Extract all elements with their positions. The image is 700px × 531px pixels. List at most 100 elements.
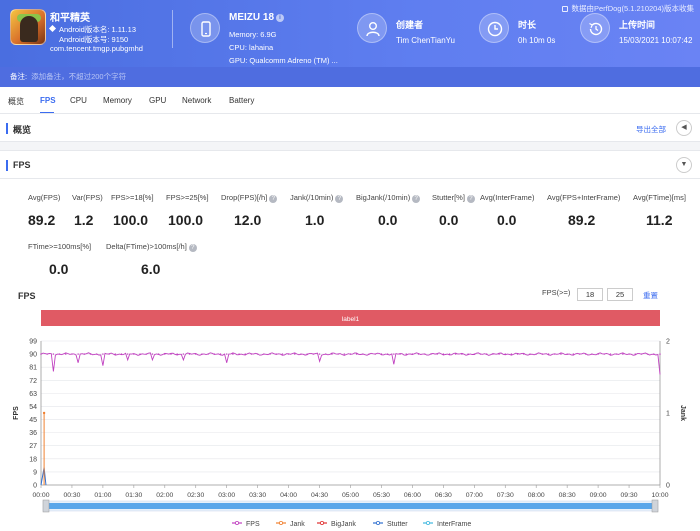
export-all-link[interactable]: 导出全部 (636, 125, 666, 134)
info-icon[interactable]: i (276, 14, 285, 22)
collapse-down-icon[interactable]: ▼ (676, 157, 692, 173)
fps-point (492, 353, 494, 355)
x-tick-label: 04:00 (280, 492, 297, 499)
tab-memory[interactable]: Memory (103, 96, 132, 105)
stutter-series (40, 467, 47, 486)
fps-point (436, 353, 438, 355)
y-tick-label: 45 (29, 417, 37, 424)
fps-point (65, 353, 67, 355)
x-tick-label: 00:30 (63, 492, 80, 499)
y2-tick-label: 0 (666, 483, 670, 490)
fps-threshold-input-2[interactable]: 25 (607, 288, 633, 301)
fps-point (393, 353, 395, 355)
x-tick-label: 01:30 (125, 492, 142, 499)
fps-point (653, 353, 655, 355)
legend-label: InterFrame (437, 521, 471, 528)
fps-point (615, 353, 618, 355)
fps-point (96, 353, 98, 355)
fps-point (89, 353, 92, 355)
metric-label: FPS>=18[%] (111, 193, 154, 202)
help-icon[interactable]: ? (188, 244, 197, 252)
tab-cpu[interactable]: CPU (70, 96, 87, 105)
fps-point (108, 353, 110, 355)
y-axis-title: FPS (13, 406, 20, 420)
legend-marker (234, 520, 239, 525)
legend-marker (278, 520, 283, 525)
metric-value: 0.0 (497, 212, 517, 228)
x-tick-label: 04:30 (311, 492, 328, 499)
y-tick-label: 81 (29, 365, 37, 372)
y-tick-label: 90 (29, 352, 37, 359)
fps-threshold-input-1[interactable]: 18 (577, 288, 603, 301)
note-input[interactable]: 添加备注，不超过200个字符 (31, 72, 127, 81)
tab-fps[interactable]: FPS (40, 96, 56, 105)
metric-label: BigJank(/10min)? (356, 193, 421, 203)
metric-10: Avg(FTime)[ms] (633, 193, 686, 202)
help-icon[interactable]: ? (466, 195, 475, 203)
fps-point (126, 353, 129, 355)
metric-value: 6.0 (141, 261, 161, 277)
x-tick-label: 07:30 (497, 492, 514, 499)
fps-point (585, 353, 587, 355)
tab-network[interactable]: Network (182, 96, 212, 105)
fps-point (232, 353, 234, 355)
x-tick-label: 02:00 (156, 492, 173, 499)
section-marker (6, 123, 8, 134)
fps-point (256, 353, 259, 355)
legend-label: BigJank (331, 521, 356, 528)
y2-tick-label: 1 (666, 411, 670, 418)
legend-marker (375, 520, 380, 525)
user-icon (357, 13, 387, 43)
fps-point (628, 353, 630, 355)
history-icon (580, 13, 610, 43)
fps-point (498, 353, 500, 355)
y-tick-label: 63 (29, 391, 37, 398)
fps-point (535, 353, 537, 355)
fps-point (250, 353, 253, 355)
help-icon[interactable]: ? (412, 195, 421, 203)
fps-point (578, 353, 581, 355)
tab-gpu[interactable]: GPU (149, 96, 167, 105)
x-tick-label: 03:30 (249, 492, 266, 499)
fps-point (554, 353, 556, 355)
fps-point (263, 353, 265, 355)
collapse-left-icon[interactable]: ◀ (676, 120, 692, 136)
tab-overview[interactable]: 概览 (8, 97, 24, 106)
fps-point (442, 353, 445, 355)
reset-button[interactable]: 重置 (643, 291, 658, 300)
fps-point (40, 353, 42, 355)
fps-point (405, 353, 407, 355)
fps-point (337, 353, 339, 355)
fps-point (77, 353, 79, 355)
fps-point (244, 353, 246, 355)
fps-point (58, 353, 61, 355)
fps-point (368, 353, 370, 355)
section-marker (6, 160, 8, 171)
app-package: com.tencent.tmgp.pubgmhd (50, 44, 143, 53)
tab-battery[interactable]: Battery (229, 96, 255, 105)
help-icon[interactable]: ? (335, 195, 344, 203)
y-tick-label: 99 (29, 339, 37, 346)
metric-value: 100.0 (113, 212, 149, 228)
header-divider (172, 10, 173, 48)
y-tick-label: 9 (33, 469, 37, 476)
tab-bar: 概览 FPS CPU Memory GPU Network Battery (0, 87, 700, 114)
y2-axis-title: Jank (679, 405, 686, 421)
fps-point (287, 353, 290, 355)
y-tick-label: 36 (29, 430, 37, 437)
fps-point (572, 353, 575, 355)
fps-point (380, 353, 383, 355)
fps-point (120, 353, 123, 355)
note-bar[interactable]: 备注: 添加备注，不超过200个字符 (0, 67, 700, 87)
metric-value: 1.2 (74, 212, 94, 228)
help-icon[interactable]: ? (269, 195, 278, 203)
zoom-range (48, 503, 653, 509)
fps-section-title: FPS (13, 160, 31, 170)
y-tick-label: 27 (29, 443, 37, 450)
legend-marker (319, 520, 324, 525)
creator-title: 创建者 (396, 20, 424, 30)
metric-value: 11.2 (646, 212, 673, 228)
fps-point (479, 353, 482, 355)
fps-point (448, 353, 451, 355)
